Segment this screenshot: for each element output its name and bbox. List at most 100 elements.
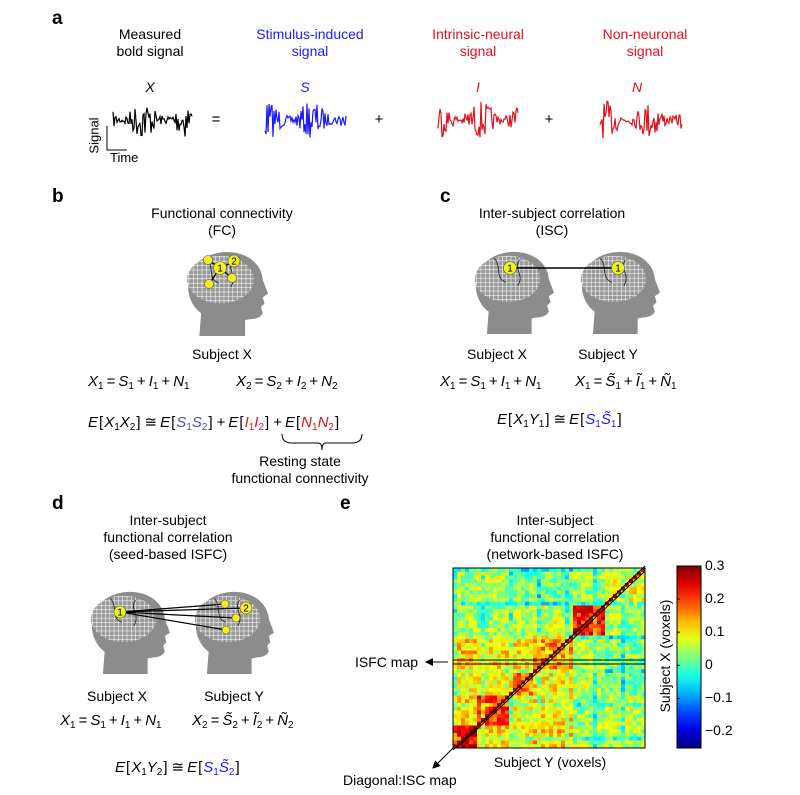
heatmap-cell (633, 571, 638, 576)
heatmap-cell (557, 665, 562, 670)
heatmap-cell (453, 691, 458, 696)
heatmap-cell (581, 706, 586, 711)
heatmap-cell (469, 684, 474, 689)
heatmap-cell (597, 688, 602, 693)
heatmap-cell (633, 605, 638, 610)
heatmap-cell (517, 669, 522, 674)
eq-operator: + (513, 373, 523, 390)
heatmap-cell (597, 605, 602, 610)
heatmap-cell (545, 598, 550, 603)
heatmap-cell (549, 590, 554, 595)
heatmap-cell (477, 676, 482, 681)
heatmap-cell (461, 590, 466, 595)
heatmap-cell (457, 624, 462, 629)
heatmap-cell (501, 733, 506, 738)
heatmap-cell (625, 579, 630, 584)
heatmap-cell (593, 639, 598, 644)
heatmap-cell (565, 744, 570, 749)
heatmap-cell (505, 654, 510, 659)
heatmap-cell (569, 721, 574, 726)
heatmap-cell (529, 733, 534, 738)
eq-term: N1 (525, 373, 542, 392)
heatmap-cell (473, 703, 478, 708)
heatmap-cell (501, 714, 506, 719)
heatmap-cell (601, 684, 606, 689)
heatmap-cell (613, 643, 618, 648)
heatmap-cell (465, 624, 470, 629)
heatmap-cell (569, 579, 574, 584)
heatmap-cell (485, 669, 490, 674)
heatmap-cell (561, 616, 566, 621)
heatmap-cell (629, 568, 634, 573)
heatmap-cell (609, 665, 614, 670)
heatmap-cell (493, 568, 498, 573)
heatmap-cell (545, 639, 550, 644)
heatmap-cell (501, 740, 506, 745)
heatmap-cell (537, 646, 542, 651)
heatmap-cell (493, 703, 498, 708)
heatmap-cell (537, 583, 542, 588)
heatmap-cell (513, 669, 518, 674)
heatmap-cell (629, 650, 634, 655)
heatmap-cell (469, 613, 474, 618)
heatmap-cell (453, 654, 458, 659)
heatmap-cell (585, 714, 590, 719)
heatmap-cell (537, 718, 542, 723)
heatmap-cell (589, 609, 594, 614)
heatmap-cell (473, 680, 478, 685)
eq-operator: + (623, 373, 633, 390)
heatmap-cell (609, 669, 614, 674)
heatmap-cell (605, 688, 610, 693)
heatmap-cell (473, 594, 478, 599)
heatmap-cell (621, 725, 626, 730)
heatmap-cell (617, 594, 622, 599)
heatmap-cell (545, 646, 550, 651)
heatmap-cell (473, 598, 478, 603)
heatmap-cell (541, 706, 546, 711)
heatmap-cell (549, 725, 554, 730)
heatmap-cell (505, 665, 510, 670)
heatmap-cell (513, 601, 518, 606)
heatmap-cell (517, 654, 522, 659)
heatmap-cell (601, 616, 606, 621)
heatmap-cell (521, 733, 526, 738)
heatmap-cell (569, 575, 574, 580)
heatmap-cell (509, 646, 514, 651)
heatmap-cell (621, 733, 626, 738)
heatmap-cell (621, 628, 626, 633)
heatmap-cell (489, 571, 494, 576)
heatmap-cell (609, 575, 614, 580)
heatmap-cell (489, 613, 494, 618)
heatmap-cell (561, 721, 566, 726)
heatmap-cell (569, 635, 574, 640)
heatmap-cell (617, 688, 622, 693)
heatmap-cell (497, 710, 502, 715)
heatmap-cell (577, 575, 582, 580)
heatmap-cell (589, 718, 594, 723)
heatmap-cell (605, 568, 610, 573)
heatmap-cell (457, 710, 462, 715)
eq-term: E (187, 759, 198, 776)
heatmap-cell (529, 721, 534, 726)
heatmap-cell (597, 579, 602, 584)
heatmap-cell (553, 575, 558, 580)
heatmap-cell (509, 598, 514, 603)
heatmap-cell (577, 568, 582, 573)
heatmap-cell (601, 579, 606, 584)
heatmap-cell (489, 624, 494, 629)
heatmap-cell (537, 571, 542, 576)
eq-term: Ĩ2 (252, 712, 263, 731)
heatmap-cell (605, 579, 610, 584)
heatmap-cell (489, 703, 494, 708)
heatmap-cell (565, 665, 570, 670)
heatmap-cell (469, 710, 474, 715)
heatmap-cell (477, 729, 482, 734)
region-node-1-label: 1 (217, 264, 223, 275)
heatmap-cell (473, 684, 478, 689)
heatmap-cell (501, 598, 506, 603)
heatmap-cell (553, 714, 558, 719)
heatmap-cell (573, 624, 578, 629)
heatmap-cell (601, 676, 606, 681)
heatmap-cell (501, 628, 506, 633)
heatmap-cell (593, 575, 598, 580)
